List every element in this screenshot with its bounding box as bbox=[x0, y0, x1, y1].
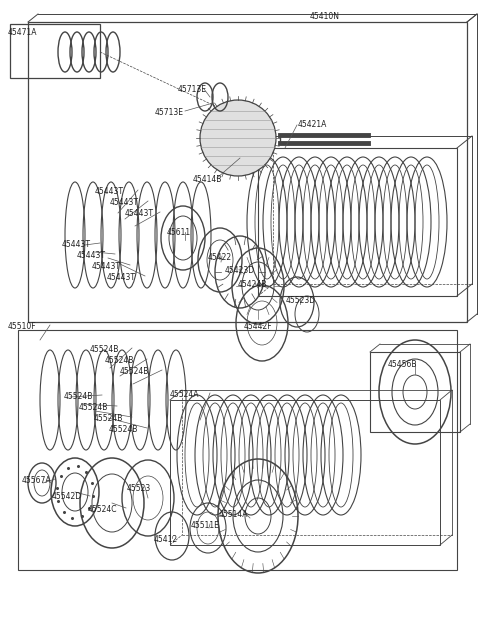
Text: 45456B: 45456B bbox=[388, 360, 418, 369]
Text: 45412: 45412 bbox=[154, 535, 178, 544]
Text: 45524B: 45524B bbox=[64, 392, 94, 401]
Text: 45524B: 45524B bbox=[94, 414, 123, 423]
Text: 45524B: 45524B bbox=[109, 425, 138, 434]
Text: 45424B: 45424B bbox=[238, 280, 267, 289]
Text: 45713E: 45713E bbox=[178, 85, 207, 94]
Text: 45410N: 45410N bbox=[310, 12, 340, 21]
Text: 45524A: 45524A bbox=[170, 390, 200, 399]
Text: 45443T: 45443T bbox=[107, 273, 136, 282]
Text: 45713E: 45713E bbox=[155, 108, 184, 117]
Text: 45514A: 45514A bbox=[219, 510, 249, 519]
Text: 45524C: 45524C bbox=[88, 505, 118, 514]
Text: 45524B: 45524B bbox=[90, 345, 120, 354]
Text: 45442F: 45442F bbox=[244, 322, 273, 331]
Circle shape bbox=[200, 100, 276, 176]
Text: 45567A: 45567A bbox=[22, 476, 52, 485]
Text: 45422: 45422 bbox=[208, 253, 232, 262]
Text: 45524B: 45524B bbox=[105, 356, 134, 365]
Text: 45443T: 45443T bbox=[125, 209, 154, 218]
Text: 45443T: 45443T bbox=[110, 198, 139, 207]
Text: 45510F: 45510F bbox=[8, 322, 36, 331]
Text: 45414B: 45414B bbox=[193, 175, 222, 184]
Text: 45423D: 45423D bbox=[225, 266, 255, 275]
Text: 45524B: 45524B bbox=[120, 367, 149, 376]
Text: 45542D: 45542D bbox=[52, 492, 82, 501]
Text: 45443T: 45443T bbox=[92, 262, 121, 271]
Text: 45443T: 45443T bbox=[77, 251, 106, 260]
Text: 45611: 45611 bbox=[167, 228, 191, 237]
Text: 45443T: 45443T bbox=[62, 240, 91, 249]
Text: 45523D: 45523D bbox=[286, 296, 316, 305]
Text: 45471A: 45471A bbox=[8, 28, 37, 37]
Text: 45523: 45523 bbox=[127, 484, 151, 493]
Text: 45421A: 45421A bbox=[298, 120, 327, 129]
Text: 45524B: 45524B bbox=[79, 403, 108, 412]
Text: 45443T: 45443T bbox=[95, 187, 124, 196]
Text: 45511E: 45511E bbox=[191, 521, 220, 530]
